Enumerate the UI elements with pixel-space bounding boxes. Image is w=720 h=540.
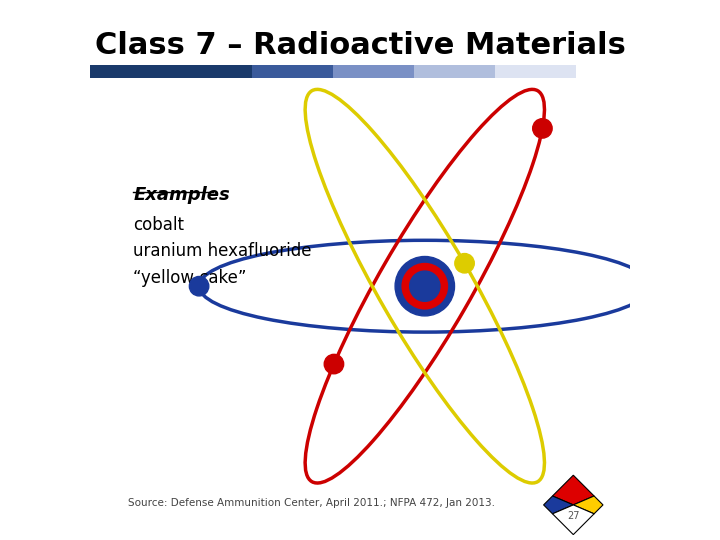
Text: 27: 27 xyxy=(567,511,580,521)
Circle shape xyxy=(402,264,448,309)
Text: cobalt
uranium hexafluoride
“yellow cake”: cobalt uranium hexafluoride “yellow cake… xyxy=(133,216,312,287)
Polygon shape xyxy=(552,505,594,535)
Circle shape xyxy=(395,256,454,316)
Bar xyxy=(414,65,495,78)
Polygon shape xyxy=(552,475,594,505)
Circle shape xyxy=(533,119,552,138)
Bar xyxy=(333,65,414,78)
Polygon shape xyxy=(544,496,573,514)
Bar xyxy=(576,65,630,78)
Circle shape xyxy=(455,253,474,273)
Circle shape xyxy=(189,276,209,296)
Bar xyxy=(252,65,333,78)
Polygon shape xyxy=(573,496,603,514)
Bar xyxy=(90,65,252,78)
Bar xyxy=(495,65,576,78)
Text: Class 7 – Radioactive Materials: Class 7 – Radioactive Materials xyxy=(94,31,626,60)
Circle shape xyxy=(410,271,440,301)
Circle shape xyxy=(324,354,343,374)
Text: Source: Defense Ammunition Center, April 2011.; NFPA 472, Jan 2013.: Source: Defense Ammunition Center, April… xyxy=(128,497,495,508)
Text: Examples: Examples xyxy=(133,186,230,204)
